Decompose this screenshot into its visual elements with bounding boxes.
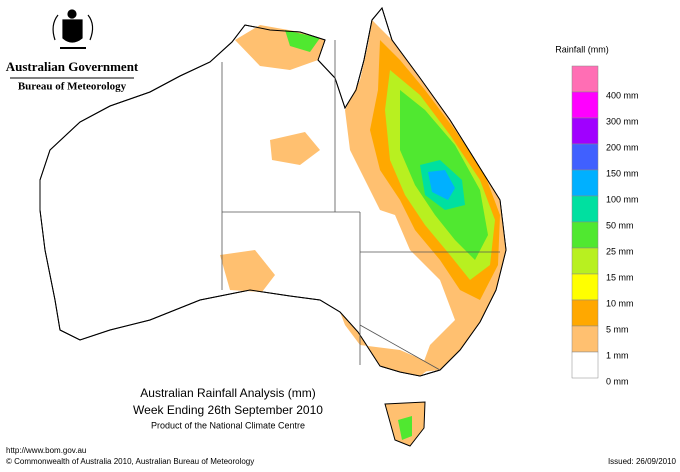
legend-swatch <box>571 247 599 275</box>
government: Australian Government <box>6 59 139 74</box>
bureau: Bureau of Meteorology <box>18 81 127 93</box>
legend-title: Rainfall (mm) <box>555 44 609 54</box>
legend-swatch <box>571 221 599 249</box>
legend-label: 400 mm <box>606 90 639 100</box>
australia-map <box>39 6 507 447</box>
legend-swatch <box>571 195 599 223</box>
legend-swatch <box>571 351 599 379</box>
legend-label: 100 mm <box>606 194 639 204</box>
legend-label: 15 mm <box>606 272 634 282</box>
legend-label: 150 mm <box>606 168 639 178</box>
legend-label: 50 mm <box>606 220 634 230</box>
legend-label: 25 mm <box>606 246 634 256</box>
legend-label: 200 mm <box>606 142 639 152</box>
legend-label: 0 mm <box>606 376 629 386</box>
url: http://www.bom.gov.au <box>6 446 86 455</box>
map-title: Australian Rainfall Analysis (mm) <box>140 386 315 400</box>
legend-swatch <box>571 65 599 93</box>
issued: Issued: 26/09/2010 <box>608 457 677 466</box>
legend-label: 1 mm <box>606 350 629 360</box>
map-note: Product of the National Climate Centre <box>151 420 305 430</box>
legend-swatch <box>571 325 599 353</box>
legend-label: 300 mm <box>606 116 639 126</box>
legend: 400 mm 300 mm 200 mm 150 mm 100 mm 50 mm 25 mm… <box>571 65 639 386</box>
legend-label: 10 mm <box>606 298 634 308</box>
legend-swatch <box>571 299 599 327</box>
legend-swatch <box>571 169 599 197</box>
legend-swatch <box>571 91 599 119</box>
copyright: © Commonwealth of Australia 2010, Austra… <box>6 457 254 466</box>
legend-swatch <box>571 143 599 171</box>
map-subtitle: Week Ending 26th September 2010 <box>133 403 323 417</box>
legend-label: 5 mm <box>606 324 629 334</box>
crest <box>52 9 94 49</box>
legend-swatch <box>571 273 599 301</box>
legend-swatch <box>571 117 599 145</box>
